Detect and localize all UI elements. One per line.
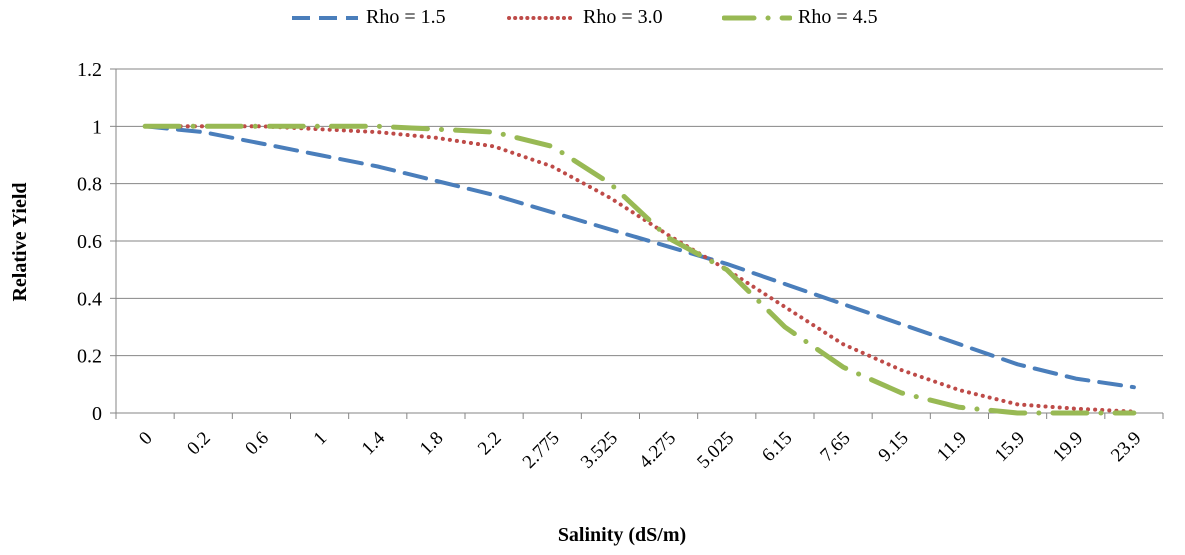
x-tick-label: 2.775 <box>519 428 564 473</box>
x-tick-label: 0.2 <box>183 428 215 460</box>
series-line-2 <box>143 124 1136 414</box>
x-tick-label: 1.4 <box>358 427 390 459</box>
legend-label: Rho = 3.0 <box>583 6 663 28</box>
series-line-3 <box>142 123 1137 416</box>
x-axis-title: Salinity (dS/m) <box>558 524 686 546</box>
axes <box>110 68 1164 419</box>
x-tick-labels: 0 0.2 0.6 1 1.4 1.8 2.2 2.775 3.525 4.275 5.025 6.1… <box>135 427 1145 472</box>
x-tick-label: 6.15 <box>758 428 796 466</box>
x-tick-label: 2.2 <box>474 428 506 460</box>
series-line-1 <box>143 124 1136 390</box>
y-tick-label: 0.8 <box>77 174 102 196</box>
x-tick-label: 11.9 <box>933 428 971 466</box>
x-tick-label: 1.8 <box>416 428 448 460</box>
series-lines <box>142 123 1137 416</box>
x-tick-label: 3.525 <box>577 428 622 473</box>
legend-label: Rho = 1.5 <box>366 6 446 28</box>
x-tick-label: 0 <box>135 428 157 450</box>
legend-swatch-dashed <box>292 16 358 20</box>
x-tick-label: 19.9 <box>1049 428 1087 466</box>
x-tick-label: 5.025 <box>693 428 738 473</box>
y-tick-label: 0 <box>92 403 102 425</box>
x-tick-label: 23.9 <box>1107 428 1145 466</box>
y-axis-title: Relative Yield <box>9 182 31 301</box>
y-tick-labels: 0 0.2 0.4 0.6 0.8 1 1.2 <box>77 59 102 425</box>
y-tick-label: 1.2 <box>77 59 102 81</box>
x-tick-label: 1 <box>310 428 332 450</box>
x-tick-label: 7.65 <box>816 428 854 466</box>
legend-swatch-dash-dot <box>722 15 792 21</box>
x-tick-label: 0.6 <box>241 428 273 460</box>
y-tick-label: 0.2 <box>77 346 102 368</box>
x-tick-label: 4.275 <box>635 428 680 473</box>
legend-swatch-dotted <box>507 16 577 20</box>
x-tick-label: 9.15 <box>874 428 912 466</box>
y-tick-label: 0.6 <box>77 231 102 253</box>
x-tick-label: 15.9 <box>991 428 1029 466</box>
y-tick-label: 1 <box>92 116 102 138</box>
legend: Rho = 1.5 Rho = 3.0 Rho = 4.5 <box>0 4 1185 32</box>
y-tick-label: 0.4 <box>77 288 102 310</box>
legend-label: Rho = 4.5 <box>798 6 878 28</box>
